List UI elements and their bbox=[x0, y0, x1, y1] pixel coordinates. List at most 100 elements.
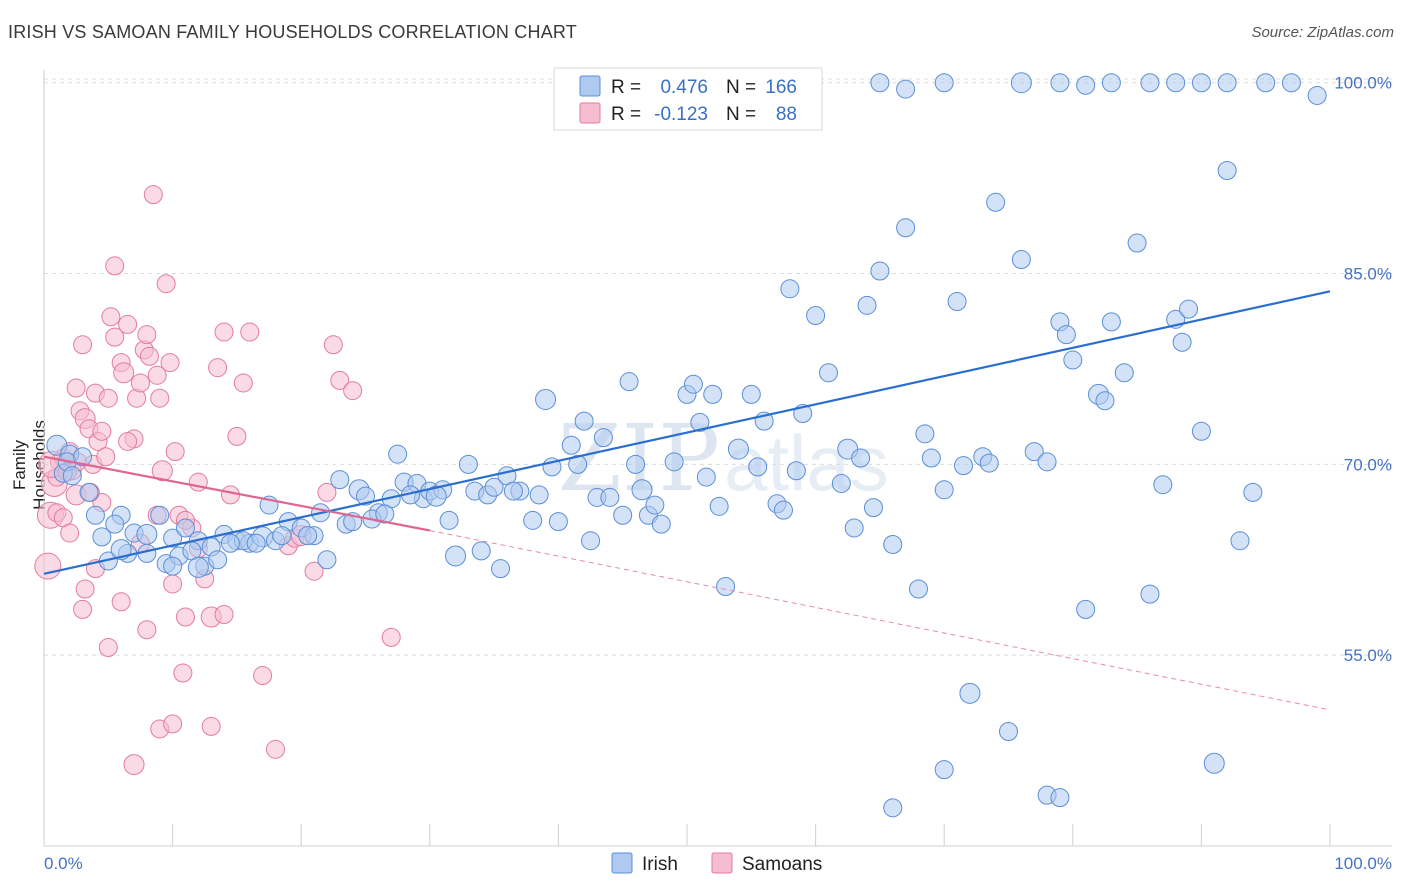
point-samoans bbox=[73, 335, 93, 355]
x-tick-label: 100.0% bbox=[1334, 854, 1392, 873]
point-irish bbox=[857, 295, 877, 315]
point-irish bbox=[503, 481, 523, 501]
point-irish bbox=[1095, 391, 1115, 411]
point-samoans bbox=[304, 561, 324, 581]
point-irish bbox=[1217, 160, 1237, 180]
point-irish bbox=[908, 579, 928, 599]
point-samoans bbox=[150, 388, 170, 408]
y-tick-label: 70.0% bbox=[1344, 455, 1392, 474]
point-irish bbox=[491, 559, 511, 579]
stats-swatch bbox=[579, 75, 601, 97]
point-irish bbox=[458, 454, 478, 474]
point-irish bbox=[208, 550, 228, 570]
x-tick-label: 0.0% bbox=[44, 854, 83, 873]
point-irish bbox=[934, 480, 954, 500]
point-irish bbox=[574, 411, 594, 431]
point-irish bbox=[844, 518, 864, 538]
point-samoans bbox=[323, 335, 343, 355]
point-samoans bbox=[253, 666, 273, 686]
point-irish bbox=[1101, 312, 1121, 332]
point-irish bbox=[626, 454, 646, 474]
point-irish bbox=[425, 485, 447, 507]
point-irish bbox=[870, 73, 890, 93]
point-irish bbox=[703, 384, 723, 404]
point-irish bbox=[73, 447, 93, 467]
point-samoans bbox=[160, 353, 180, 373]
point-irish bbox=[696, 467, 716, 487]
point-irish bbox=[1172, 332, 1192, 352]
point-irish bbox=[105, 514, 125, 534]
point-irish bbox=[1307, 85, 1327, 105]
point-irish bbox=[439, 510, 459, 530]
point-samoans bbox=[175, 607, 195, 627]
point-irish bbox=[600, 487, 620, 507]
point-irish bbox=[934, 760, 954, 780]
point-irish bbox=[683, 374, 703, 394]
point-samoans bbox=[220, 485, 240, 505]
point-irish bbox=[150, 505, 170, 525]
point-irish bbox=[851, 448, 871, 468]
point-irish bbox=[388, 444, 408, 464]
point-irish bbox=[619, 372, 639, 392]
point-irish bbox=[1056, 325, 1076, 345]
stats-n-label: N = bbox=[726, 104, 756, 125]
point-irish bbox=[1024, 442, 1044, 462]
point-irish bbox=[921, 448, 941, 468]
point-irish bbox=[727, 438, 749, 460]
point-irish bbox=[896, 79, 916, 99]
point-irish bbox=[471, 541, 491, 561]
y-tick-label: 85.0% bbox=[1344, 265, 1392, 284]
point-samoans bbox=[201, 716, 221, 736]
point-samoans bbox=[34, 552, 62, 580]
point-irish bbox=[645, 495, 665, 515]
point-irish bbox=[1011, 250, 1031, 270]
point-samoans bbox=[163, 714, 183, 734]
point-irish bbox=[806, 306, 826, 326]
stats-r-value: -0.123 bbox=[654, 104, 708, 125]
point-samoans bbox=[137, 325, 157, 345]
point-samoans bbox=[105, 327, 125, 347]
point-samoans bbox=[163, 574, 183, 594]
point-irish bbox=[317, 550, 337, 570]
point-irish bbox=[959, 682, 981, 704]
point-samoans bbox=[101, 307, 121, 327]
point-samoans bbox=[118, 431, 138, 451]
point-irish bbox=[1101, 73, 1121, 93]
point-irish bbox=[690, 412, 710, 432]
point-irish bbox=[1140, 73, 1160, 93]
point-irish bbox=[979, 453, 999, 473]
point-samoans bbox=[92, 421, 112, 441]
point-irish bbox=[330, 470, 350, 490]
point-irish bbox=[1114, 363, 1134, 383]
point-irish bbox=[741, 384, 761, 404]
point-irish bbox=[561, 435, 581, 455]
trendline-samoans bbox=[43, 455, 431, 532]
point-irish bbox=[298, 526, 318, 546]
point-irish bbox=[484, 477, 504, 497]
point-irish bbox=[85, 505, 105, 525]
point-samoans bbox=[240, 322, 260, 342]
point-irish bbox=[1153, 475, 1173, 495]
point-irish bbox=[1243, 482, 1263, 502]
point-irish bbox=[1281, 73, 1301, 93]
point-irish bbox=[780, 279, 800, 299]
point-irish bbox=[986, 192, 1006, 212]
point-samoans bbox=[98, 388, 118, 408]
point-samoans bbox=[66, 378, 86, 398]
point-irish bbox=[1050, 788, 1070, 808]
point-irish bbox=[1037, 452, 1057, 472]
point-samoans bbox=[139, 346, 159, 366]
point-irish bbox=[220, 533, 240, 553]
stats-n-value: 88 bbox=[776, 104, 797, 125]
point-samoans bbox=[208, 358, 228, 378]
y-tick-label: 55.0% bbox=[1344, 646, 1392, 665]
point-irish bbox=[664, 452, 684, 472]
point-samoans bbox=[343, 381, 363, 401]
point-irish bbox=[1217, 73, 1237, 93]
point-samoans bbox=[111, 592, 131, 612]
point-irish bbox=[999, 722, 1018, 742]
point-samoans bbox=[75, 579, 95, 599]
point-irish bbox=[246, 533, 266, 553]
trendline-samoans-extension bbox=[429, 530, 1331, 711]
point-samoans bbox=[151, 460, 173, 482]
